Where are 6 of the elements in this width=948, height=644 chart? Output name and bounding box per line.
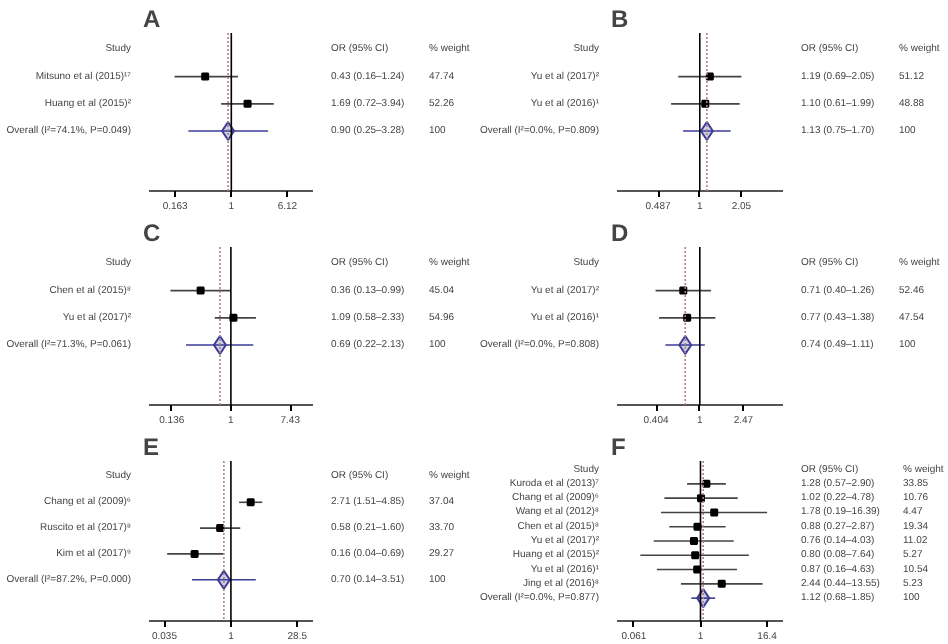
chart-title: B (611, 5, 629, 33)
chart-title: F (611, 433, 626, 461)
chart-title: D (611, 219, 629, 247)
chart-title: C (143, 219, 161, 247)
chart-title: E (143, 433, 160, 461)
chart-title: A (143, 5, 161, 33)
